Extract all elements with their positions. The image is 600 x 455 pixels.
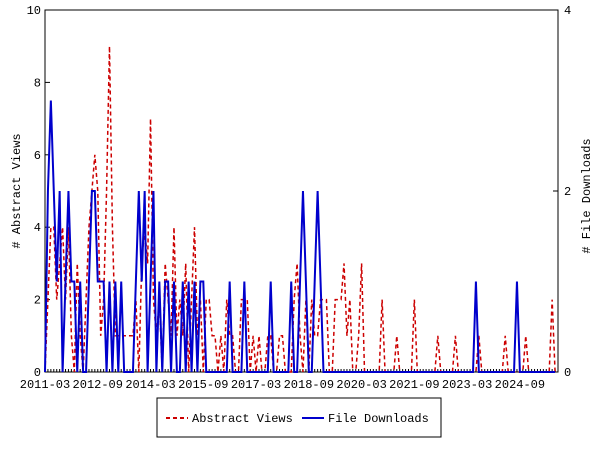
legend-label: Abstract Views [192,412,293,426]
y2-axis-label: # File Downloads [580,138,594,253]
y-tick-label: 2 [34,294,41,308]
y2-tick-label: 4 [564,4,571,18]
y2-tick-label: 0 [564,366,571,380]
y-tick-label: 6 [34,149,41,163]
x-tick-label: 2015-09 [178,378,228,392]
x-tick-label: 2011-03 [20,378,70,392]
x-tick-label: 2017-03 [231,378,281,392]
x-tick-label: 2021-09 [389,378,439,392]
legend-label: File Downloads [328,412,429,426]
y-tick-label: 4 [34,221,41,235]
x-tick-label: 2024-09 [495,378,545,392]
y-tick-label: 0 [34,366,41,380]
x-tick-label: 2020-03 [336,378,386,392]
x-tick-label: 2023-03 [442,378,492,392]
x-tick-label: 2014-03 [125,378,175,392]
y-tick-label: 8 [34,76,41,90]
x-tick-label: 2018-09 [284,378,334,392]
series-line [44,46,556,373]
legend-box [156,397,442,438]
x-tick-label: 2012-09 [73,378,123,392]
y2-tick-label: 2 [564,185,571,199]
y-tick-label: 10 [27,4,41,18]
series-line [44,100,556,373]
y-axis-label: # Abstract Views [10,133,24,248]
